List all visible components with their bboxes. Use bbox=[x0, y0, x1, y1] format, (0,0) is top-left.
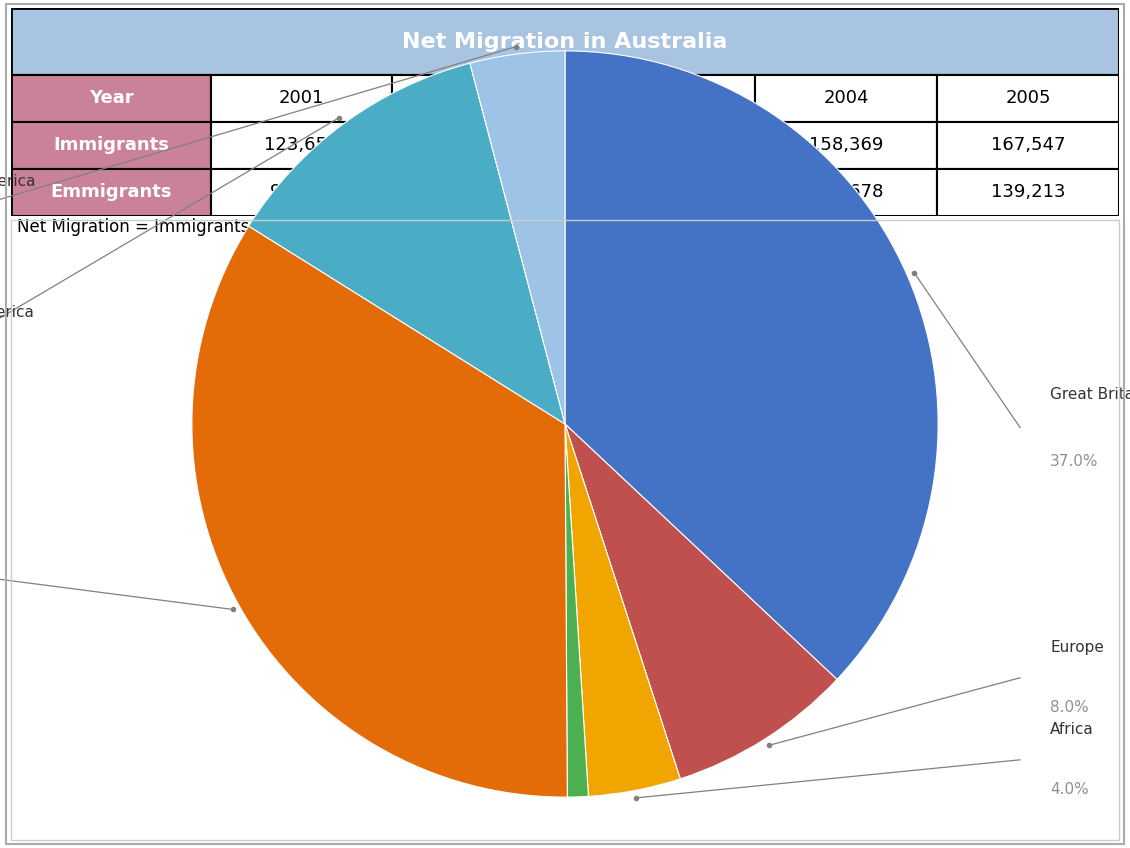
Text: Africa: Africa bbox=[1050, 722, 1094, 738]
Text: Year: Year bbox=[88, 89, 133, 108]
Text: 158,369: 158,369 bbox=[809, 137, 884, 154]
Text: 8.0%: 8.0% bbox=[1050, 700, 1089, 715]
Text: 139,213: 139,213 bbox=[991, 183, 1066, 201]
FancyBboxPatch shape bbox=[937, 75, 1119, 122]
FancyBboxPatch shape bbox=[756, 169, 937, 216]
Text: South America: South America bbox=[0, 174, 36, 189]
Wedge shape bbox=[192, 226, 567, 797]
Text: 123,654: 123,654 bbox=[264, 137, 339, 154]
FancyBboxPatch shape bbox=[11, 122, 210, 169]
FancyBboxPatch shape bbox=[11, 8, 1119, 75]
Text: 37.0%: 37.0% bbox=[1050, 454, 1098, 469]
Text: 147,932: 147,932 bbox=[627, 137, 702, 154]
FancyBboxPatch shape bbox=[392, 122, 574, 169]
Text: Great Britain: Great Britain bbox=[1050, 387, 1130, 402]
Text: 101,324: 101,324 bbox=[446, 183, 520, 201]
FancyBboxPatch shape bbox=[756, 75, 937, 122]
FancyBboxPatch shape bbox=[937, 122, 1119, 169]
Text: 146,752: 146,752 bbox=[446, 137, 520, 154]
FancyBboxPatch shape bbox=[574, 122, 756, 169]
FancyBboxPatch shape bbox=[11, 75, 210, 122]
Text: 2004: 2004 bbox=[824, 89, 869, 108]
Wedge shape bbox=[565, 424, 680, 796]
FancyBboxPatch shape bbox=[574, 169, 756, 216]
Text: North America: North America bbox=[0, 304, 34, 320]
Wedge shape bbox=[249, 64, 565, 424]
Text: 2003: 2003 bbox=[642, 89, 687, 108]
Text: 2002: 2002 bbox=[460, 89, 506, 108]
Text: 2001: 2001 bbox=[279, 89, 324, 108]
Wedge shape bbox=[565, 424, 837, 778]
Text: Net Migration = Immigrants - Emmigrants: Net Migration = Immigrants - Emmigrants bbox=[17, 218, 366, 236]
Text: Net Migration in Australia: Net Migration in Australia bbox=[402, 31, 728, 52]
Text: 2005: 2005 bbox=[1006, 89, 1051, 108]
FancyBboxPatch shape bbox=[210, 122, 392, 169]
FancyBboxPatch shape bbox=[574, 75, 756, 122]
FancyBboxPatch shape bbox=[392, 169, 574, 216]
Text: Immigrants: Immigrants bbox=[53, 137, 168, 154]
Text: Europe: Europe bbox=[1050, 640, 1104, 656]
Wedge shape bbox=[470, 51, 565, 424]
FancyBboxPatch shape bbox=[756, 122, 937, 169]
Text: 97,584: 97,584 bbox=[270, 183, 333, 201]
Text: 147,999: 147,999 bbox=[627, 183, 702, 201]
FancyBboxPatch shape bbox=[210, 169, 392, 216]
Text: 4.0%: 4.0% bbox=[1050, 782, 1089, 797]
FancyBboxPatch shape bbox=[937, 169, 1119, 216]
Text: 135,678: 135,678 bbox=[809, 183, 884, 201]
FancyBboxPatch shape bbox=[11, 169, 210, 216]
Wedge shape bbox=[565, 51, 938, 679]
FancyBboxPatch shape bbox=[210, 75, 392, 122]
FancyBboxPatch shape bbox=[392, 75, 574, 122]
Text: Emmigrants: Emmigrants bbox=[50, 183, 172, 201]
Wedge shape bbox=[565, 424, 589, 797]
Text: 167,547: 167,547 bbox=[991, 137, 1066, 154]
